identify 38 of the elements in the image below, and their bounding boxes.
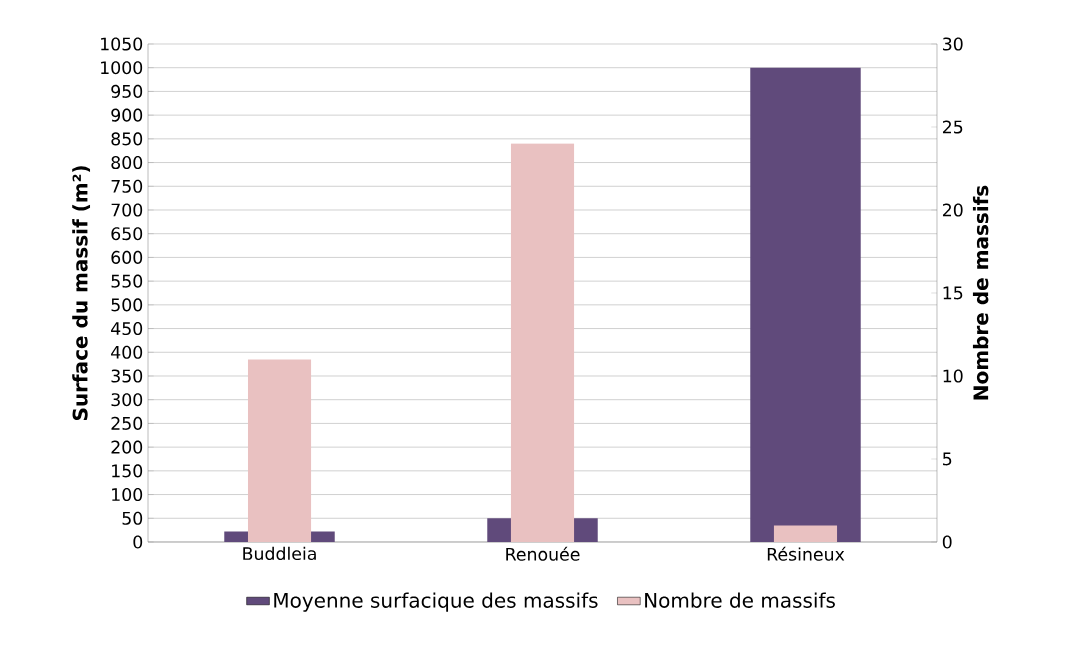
y-tick-label: 100 xyxy=(112,488,143,502)
y-tick-label: 500 xyxy=(111,298,143,312)
y-tick-label: 150 xyxy=(112,464,143,478)
y2-axis-title: Nombre de massifs xyxy=(972,185,989,400)
y-tick-label: 200 xyxy=(111,440,143,454)
y-tick-label: 1050 xyxy=(101,37,143,51)
bar xyxy=(750,67,861,542)
y-tick-label: 450 xyxy=(111,322,143,336)
y2-tick-label: 5 xyxy=(943,452,952,466)
y2-tick-label: 30 xyxy=(943,37,963,51)
legend-label: Nombre de massifs xyxy=(645,592,835,608)
y2-tick-label: 10 xyxy=(943,369,963,383)
y-tick-label: 550 xyxy=(111,274,143,288)
y-tick-label: 800 xyxy=(111,156,143,170)
y-tick-label: 750 xyxy=(111,179,143,193)
legend-label: Moyenne surfacique des massifs xyxy=(274,592,598,612)
x-tick-label: Résineux xyxy=(767,546,845,561)
y-tick-label: 0 xyxy=(133,535,143,549)
y-axis-title: Surface du massif (m²) xyxy=(72,166,91,421)
y-tick-label: 850 xyxy=(111,132,143,146)
y-tick-label: 1000 xyxy=(101,61,143,75)
x-tick-label: Buddleia xyxy=(243,546,316,561)
y2-tick-label: 15 xyxy=(943,286,963,300)
y-tick-label: 350 xyxy=(111,369,143,383)
x-tick-label: Renouée xyxy=(506,546,580,561)
y-tick-label: 300 xyxy=(111,393,143,407)
y2-tick-label: 0 xyxy=(942,535,952,549)
y-tick-label: 950 xyxy=(111,84,143,98)
y2-tick-label: 20 xyxy=(942,203,963,217)
y-tick-label: 900 xyxy=(111,108,143,122)
y-tick-label: 50 xyxy=(122,511,143,525)
y-tick-label: 400 xyxy=(111,345,143,359)
y2-tick-label: 25 xyxy=(942,120,963,134)
y-tick-label: 250 xyxy=(111,416,143,430)
y-tick-label: 650 xyxy=(111,227,143,241)
bar xyxy=(773,525,838,542)
y-tick-label: 600 xyxy=(111,250,143,264)
y-tick-label: 700 xyxy=(111,203,143,217)
